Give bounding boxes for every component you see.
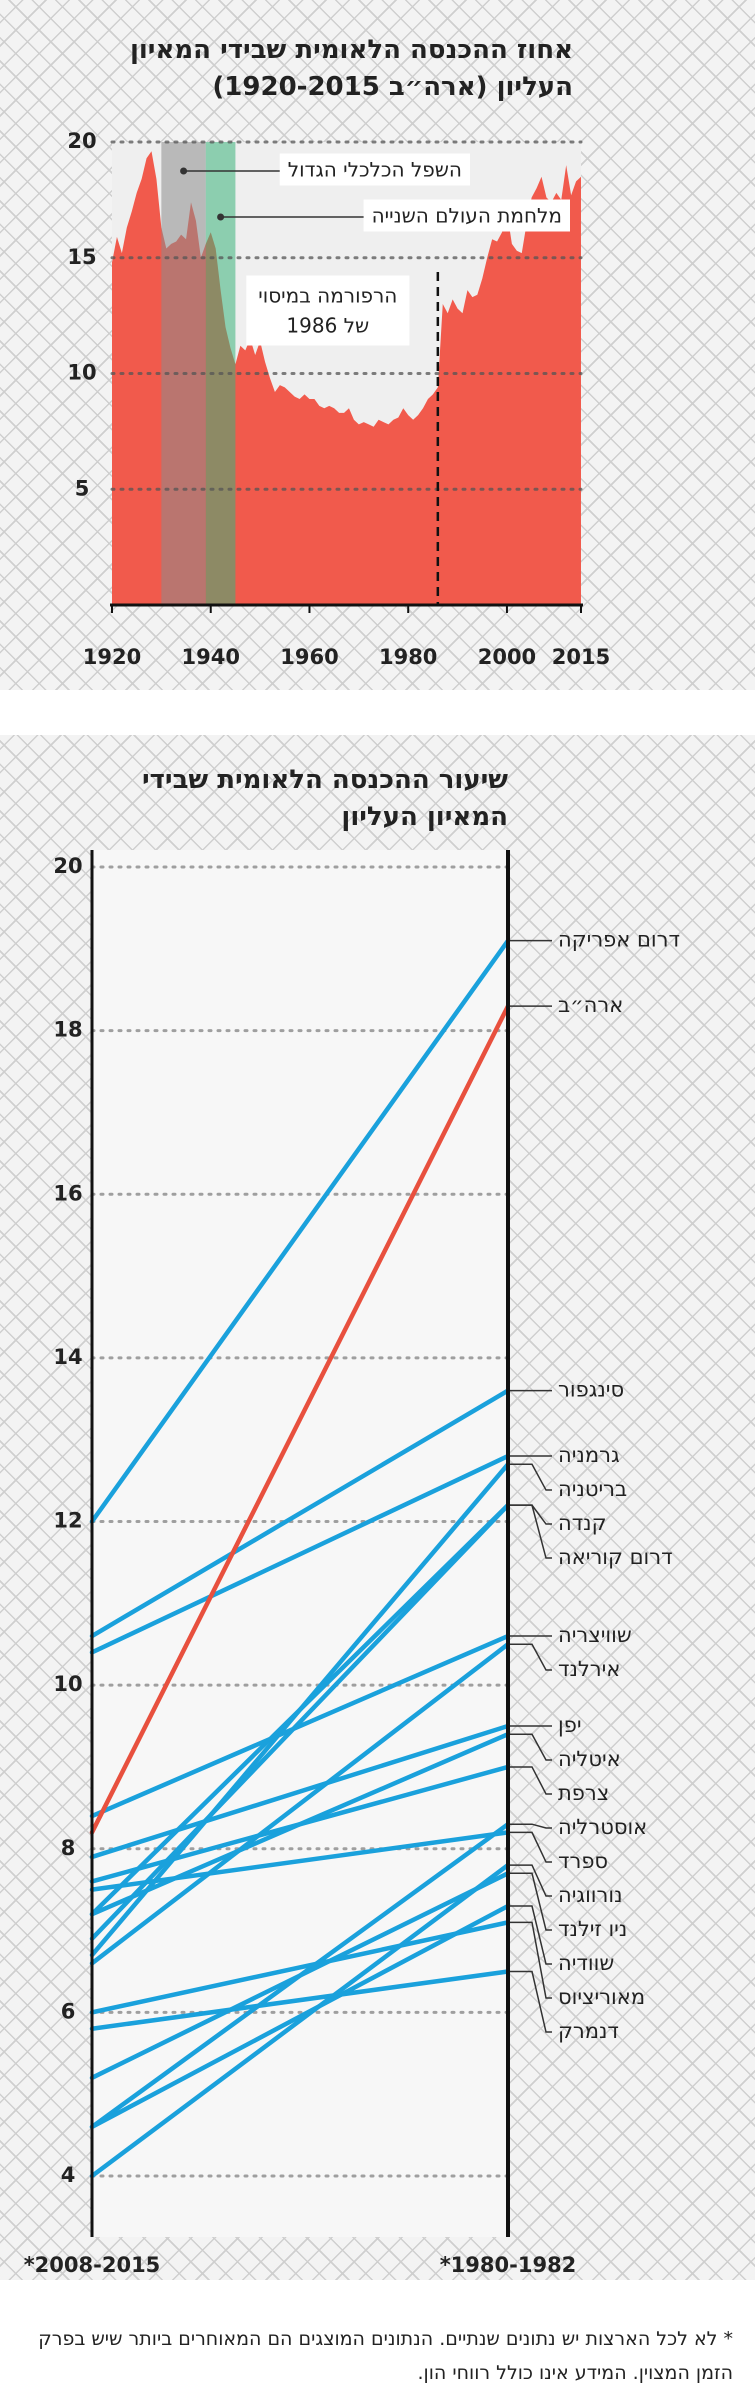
span-label: השפל הכלכלי הגדול bbox=[288, 158, 462, 182]
y-tick-label: 20 bbox=[67, 129, 96, 153]
slope-line bbox=[89, 1633, 511, 1819]
series-label: אירלנד bbox=[558, 1657, 620, 1681]
x-category-label: *2008-2015 bbox=[24, 2253, 161, 2277]
y-tick-label: 18 bbox=[53, 1018, 82, 1042]
slope-line bbox=[89, 1764, 511, 1884]
y-tick-label: 4 bbox=[61, 2163, 76, 2187]
label-box bbox=[279, 153, 470, 186]
series-label: דרום אפריקה bbox=[558, 928, 680, 952]
title-line: העליון (ארה״ב 1920-2015) bbox=[212, 72, 573, 102]
slope-line bbox=[89, 1871, 511, 2081]
footnote: * לא לכל הארצות יש נתונים שנתיים. הנתוני… bbox=[38, 2328, 733, 2384]
title-line: אחוז ההכנסה הלאומית שבידי המאיון bbox=[129, 35, 573, 65]
series-label: גרמניה bbox=[558, 1443, 620, 1467]
slope-line bbox=[89, 1502, 511, 1941]
leader-line bbox=[510, 1504, 552, 1525]
y-tick-label: 8 bbox=[61, 1836, 76, 1860]
series-label: נורווגיה bbox=[558, 1883, 623, 1907]
y-tick-label: 12 bbox=[53, 1509, 82, 1533]
annotation-text: של 1986 bbox=[286, 314, 369, 338]
series-label: קנדה bbox=[558, 1511, 607, 1535]
slope-line bbox=[89, 1388, 511, 1639]
series-label: צרפת bbox=[558, 1781, 609, 1805]
slope-line bbox=[89, 1641, 511, 1966]
span-label: מלחמת העולם השנייה bbox=[372, 204, 562, 228]
leader-dot bbox=[180, 167, 188, 175]
series-label: ספרד bbox=[558, 1849, 608, 1873]
leader-line bbox=[510, 1872, 552, 1931]
annotation-text: הרפורמה במיסוי bbox=[258, 284, 397, 308]
leader-line bbox=[510, 1733, 552, 1761]
title-line: שיעור ההכנסה הלאומית שבידי bbox=[141, 765, 508, 795]
x-tick-label: 1960 bbox=[280, 645, 338, 669]
y-tick-label: 16 bbox=[53, 1181, 82, 1205]
leader-line bbox=[510, 1643, 552, 1671]
series-label: בריטניה bbox=[558, 1477, 627, 1501]
series-label: איטליה bbox=[558, 1747, 621, 1771]
slope-line bbox=[89, 1969, 511, 2031]
slope-line bbox=[89, 1830, 511, 1892]
x-tick-label: 2000 bbox=[478, 645, 536, 669]
x-tick-label: 1980 bbox=[379, 645, 437, 669]
series-label: דנמרק bbox=[558, 2019, 619, 2043]
series-label: ניו זילנד bbox=[558, 1917, 627, 1941]
leader-line bbox=[510, 1463, 552, 1491]
slope-line bbox=[89, 1862, 511, 2179]
series-label: שוודיה bbox=[558, 1951, 614, 1975]
annotation-box bbox=[246, 275, 410, 346]
chart-title: אחוז ההכנסה הלאומית שבידי המאיון העליון … bbox=[130, 32, 573, 106]
x-tick-label: 2015 bbox=[552, 645, 610, 669]
y-tick-label: 6 bbox=[61, 1999, 76, 2023]
y-tick-label: 15 bbox=[67, 245, 96, 269]
series-label: אוסטרליה bbox=[558, 1815, 647, 1839]
slope-line bbox=[89, 1003, 511, 1835]
y-tick-label: 20 bbox=[53, 854, 82, 878]
leader-line bbox=[510, 1823, 552, 1829]
slope-line bbox=[89, 1502, 511, 1917]
x-tick-label: 1920 bbox=[83, 645, 141, 669]
x-tick-label: 1940 bbox=[182, 645, 240, 669]
slope-line bbox=[89, 1723, 511, 1860]
slope-line bbox=[89, 938, 511, 1524]
leader-dot bbox=[217, 213, 225, 221]
series-label: שוויצריה bbox=[558, 1623, 632, 1647]
leader-line bbox=[510, 1766, 552, 1795]
title-line: המאיון העליון bbox=[341, 802, 508, 832]
series-label: יפן bbox=[558, 1713, 582, 1737]
slope-line bbox=[89, 1903, 511, 2130]
chart-title: שיעור ההכנסה הלאומית שבידי המאיון העליון bbox=[142, 762, 508, 836]
slope-line bbox=[89, 1453, 511, 1655]
leader-line bbox=[510, 1864, 552, 1897]
leader-line bbox=[510, 1831, 552, 1863]
series-label: סינגפור bbox=[558, 1378, 624, 1402]
y-tick-label: 14 bbox=[53, 1345, 82, 1369]
slope-line bbox=[89, 1920, 511, 2015]
series-label: דרום קוריאה bbox=[558, 1545, 673, 1569]
plot-background bbox=[92, 850, 508, 2237]
leader-line bbox=[510, 1970, 552, 2033]
leader-line bbox=[510, 1921, 552, 1999]
label-box bbox=[363, 199, 570, 232]
x-category-label: *1980-1982 bbox=[440, 2253, 577, 2277]
series-label: ארה״ב bbox=[558, 993, 623, 1017]
leader-line bbox=[510, 1504, 552, 1559]
y-tick-label: 10 bbox=[67, 361, 96, 385]
series-label: מאוריציוס bbox=[558, 1985, 645, 2009]
y-tick-label: 5 bbox=[75, 476, 90, 500]
leader-line bbox=[510, 1905, 552, 1965]
y-tick-label: 10 bbox=[53, 1672, 82, 1696]
